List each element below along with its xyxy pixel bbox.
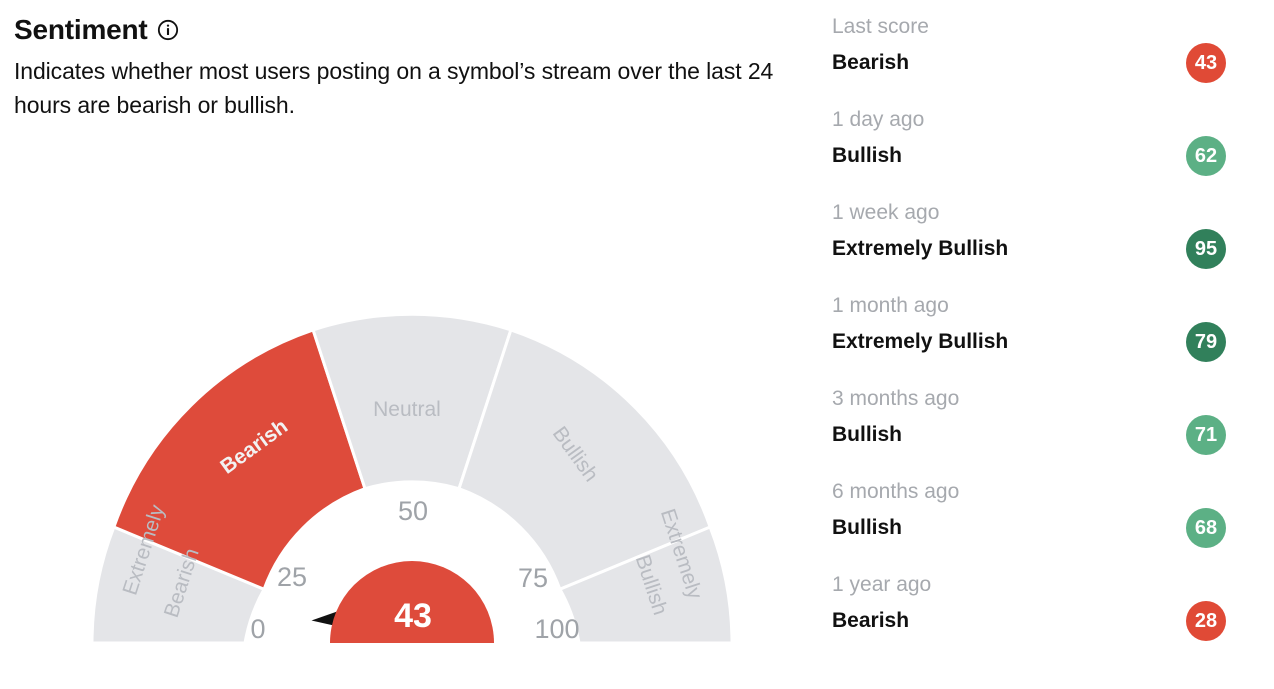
gauge-segment-bullish[interactable]: [457, 328, 713, 592]
score-label: Bearish: [832, 51, 910, 74]
score-group-1: 1 day ago Bullish 62: [832, 107, 1252, 179]
score-row[interactable]: Extremely Bullish 79: [832, 319, 1252, 365]
score-badge: 68: [1186, 508, 1226, 548]
score-group-2: 1 week ago Extremely Bullish 95: [832, 200, 1252, 272]
score-period: Last score: [832, 15, 929, 38]
score-label: Extremely Bullish: [832, 237, 1009, 260]
gauge-segment-bearish[interactable]: [111, 328, 367, 592]
score-row[interactable]: Extremely Bullish 95: [832, 226, 1252, 272]
gauge-value-text: 43: [394, 597, 432, 635]
score-row[interactable]: Bearish 43: [832, 40, 1252, 86]
score-period: 1 month ago: [832, 294, 949, 317]
score-group-4: 3 months ago Bullish 71: [832, 386, 1252, 458]
score-badge: 43: [1186, 43, 1226, 83]
score-badge: 95: [1186, 229, 1226, 269]
score-label: Extremely Bullish: [832, 330, 1009, 353]
score-group-5: 6 months ago Bullish 68: [832, 479, 1252, 551]
gauge-label-neutral: Neutral: [373, 398, 441, 421]
score-row[interactable]: Bullish 62: [832, 133, 1252, 179]
gauge-value-bubble: 43: [330, 561, 494, 643]
info-circle-icon[interactable]: [157, 19, 179, 41]
sentiment-gauge: Extremely Bearish Bearish Neutral Bullis…: [0, 300, 820, 660]
score-badge: 79: [1186, 322, 1226, 362]
score-period: 1 year ago: [832, 573, 932, 596]
score-badge: 62: [1186, 136, 1226, 176]
score-group-0: Last score Bearish 43: [832, 14, 1252, 86]
score-label: Bullish: [832, 144, 903, 167]
gauge-tick-25: 25: [277, 562, 307, 592]
sentiment-panel: Sentiment Indicates whether most users p…: [0, 12, 820, 660]
score-history-list: Last score Bearish 43 1 day ago Bullish …: [832, 0, 1252, 689]
score-badge: 71: [1186, 415, 1226, 455]
score-badge: 28: [1186, 601, 1226, 641]
header-block: Sentiment Indicates whether most users p…: [14, 12, 814, 122]
gauge-tick-75: 75: [518, 563, 548, 593]
gauge-tick-labels: 0 25 50 75 100: [250, 496, 579, 644]
score-label: Bullish: [832, 516, 903, 539]
gauge-segments: [90, 312, 734, 645]
score-label: Bearish: [832, 609, 910, 632]
gauge-segment-neutral[interactable]: [311, 312, 513, 491]
score-row[interactable]: Bearish 28: [832, 598, 1252, 644]
description-text: Indicates whether most users posting on …: [14, 58, 774, 118]
page-title: Sentiment: [14, 14, 148, 45]
gauge-tick-100: 100: [534, 614, 579, 644]
title-row: Sentiment: [14, 12, 814, 48]
score-label: Bullish: [832, 423, 903, 446]
score-period: 1 week ago: [832, 201, 940, 224]
score-period: 6 months ago: [832, 480, 960, 503]
gauge-tick-0: 0: [250, 614, 265, 644]
score-period: 3 months ago: [832, 387, 960, 410]
gauge-segment-extremely-bullish[interactable]: [557, 525, 734, 645]
score-group-6: 1 year ago Bearish 28: [832, 572, 1252, 644]
score-period: 1 day ago: [832, 108, 925, 131]
gauge-tick-50: 50: [398, 496, 428, 526]
score-row[interactable]: Bullish 68: [832, 505, 1252, 551]
score-group-3: 1 month ago Extremely Bullish 79: [832, 293, 1252, 365]
score-row[interactable]: Bullish 71: [832, 412, 1252, 458]
